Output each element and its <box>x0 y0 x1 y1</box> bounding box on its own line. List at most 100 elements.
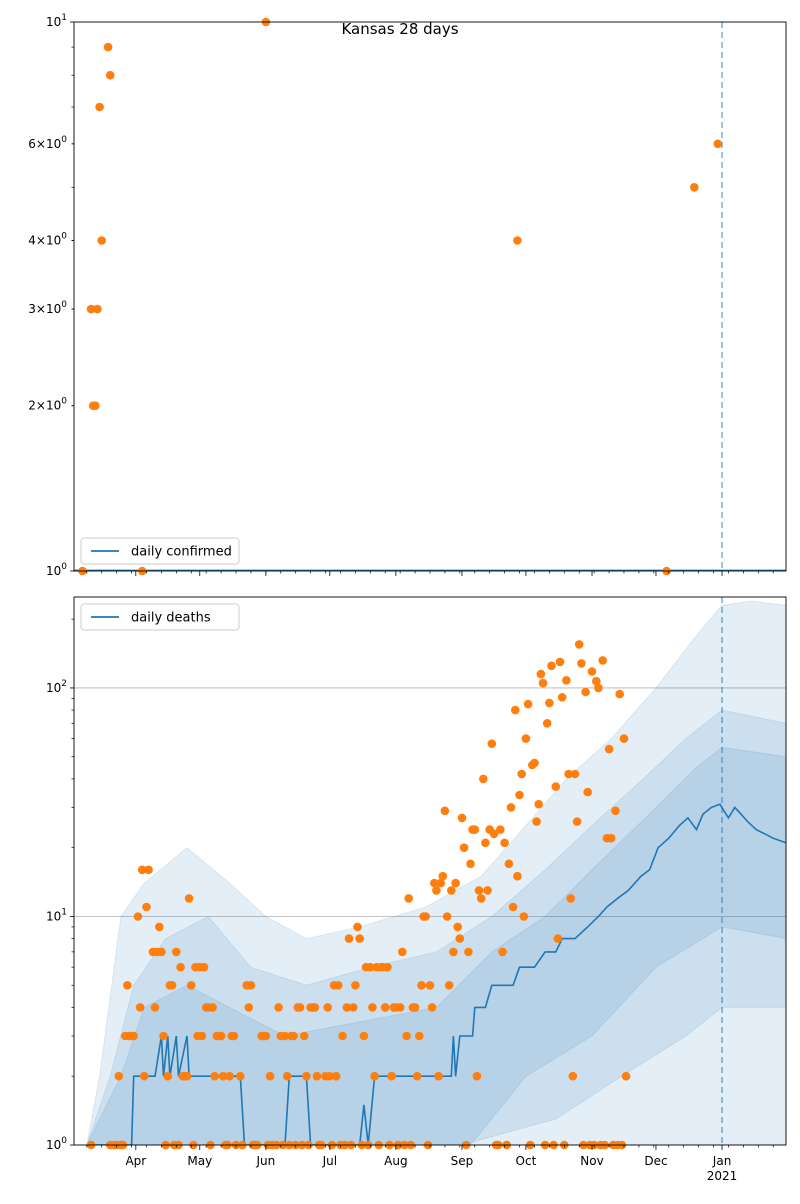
y-tick-label-1-4: 6×100 <box>28 135 67 151</box>
observed-point-2-145 <box>430 878 439 888</box>
observed-point-2-178 <box>500 838 509 848</box>
observed-point-2-129 <box>395 1003 405 1012</box>
legend-label-2: daily deaths <box>131 611 211 626</box>
series-line-daily-deaths <box>86 803 786 1145</box>
observed-point-2-102 <box>338 1031 347 1041</box>
observed-point-2-184 <box>513 871 522 881</box>
x-tick-sublabel-9: 2021 <box>707 1169 738 1183</box>
observed-point-2-176 <box>496 825 505 834</box>
observed-point-2-207 <box>562 676 571 685</box>
observed-point-2-169 <box>481 838 490 848</box>
observed-point-2-167 <box>476 894 486 903</box>
observed-point-2-193 <box>532 817 541 826</box>
observed-point-2-46 <box>208 1003 217 1012</box>
observed-point-2-185 <box>515 790 524 800</box>
observed-point-2-90 <box>310 1003 320 1012</box>
observed-point-2-17 <box>144 865 153 875</box>
observed-point-2-151 <box>442 912 452 921</box>
observed-point-2-19 <box>150 1003 160 1012</box>
observed-point-2-14 <box>137 865 147 875</box>
observed-point-2-148 <box>436 878 446 888</box>
observed-point-2-146 <box>432 886 441 895</box>
observed-point-2-139 <box>417 981 426 990</box>
observed-point-2-194 <box>534 799 543 809</box>
y-tick-label-1-3: 4×100 <box>28 231 67 247</box>
observed-point-2-159 <box>459 843 469 852</box>
x-tick-label-5: Sep <box>451 1154 474 1168</box>
y-tick-label-1-0: 100 <box>46 562 67 578</box>
observed-point-2-155 <box>451 878 460 888</box>
observed-point-1-7 <box>103 42 113 52</box>
observed-point-2-189 <box>523 699 533 709</box>
observed-point-2-73 <box>274 1003 283 1012</box>
legend-box-1 <box>80 537 240 565</box>
observed-point-2-70 <box>265 1071 275 1081</box>
observed-point-2-222 <box>594 683 603 693</box>
observed-point-2-212 <box>572 817 582 826</box>
observed-point-2-192 <box>530 758 539 768</box>
observed-point-2-183 <box>511 705 520 715</box>
observed-point-2-108 <box>351 981 360 990</box>
observed-point-2-165 <box>472 1071 482 1081</box>
observed-point-2-4 <box>114 1071 124 1081</box>
observed-point-2-50 <box>216 1031 226 1041</box>
observed-point-2-138 <box>415 1031 424 1041</box>
observed-point-2-41 <box>197 1031 207 1041</box>
observed-point-1-4 <box>93 304 102 314</box>
observed-point-2-36 <box>186 981 196 990</box>
observed-point-2-157 <box>455 934 465 943</box>
observed-point-2-214 <box>577 659 586 668</box>
observed-point-2-168 <box>479 774 488 784</box>
observed-point-2-54 <box>225 1071 234 1081</box>
observed-point-2-216 <box>581 687 590 697</box>
observed-point-2-130 <box>398 947 407 957</box>
x-tick-label-1: May <box>187 1154 212 1168</box>
observed-point-2-141 <box>421 912 431 921</box>
observed-point-2-166 <box>474 886 484 895</box>
observed-point-2-232 <box>615 689 624 699</box>
chart-panel-1: 100 2×100 3×100 4×100 6×100 101 daily confirme… <box>28 13 787 578</box>
x-tick-label-2: Jun <box>255 1154 275 1168</box>
observed-point-2-156 <box>453 922 463 932</box>
observed-point-2-153 <box>447 886 456 895</box>
observed-point-2-80 <box>289 1031 298 1041</box>
observed-point-2-161 <box>464 947 473 957</box>
observed-point-1-14 <box>713 139 723 149</box>
observed-point-2-173 <box>489 829 499 839</box>
observed-point-2-76 <box>280 1031 290 1041</box>
legend-1: daily confirmed <box>80 537 240 565</box>
observed-point-2-154 <box>449 947 458 957</box>
observed-point-2-15 <box>140 1071 149 1081</box>
observed-point-2-143 <box>425 981 435 990</box>
observed-point-2-12 <box>133 912 143 921</box>
observed-point-2-27 <box>167 981 177 990</box>
observed-point-2-115 <box>366 962 375 972</box>
observed-point-2-107 <box>349 1003 358 1012</box>
observed-point-2-162 <box>466 859 475 869</box>
observed-point-2-180 <box>504 859 514 869</box>
observed-point-2-172 <box>487 739 497 748</box>
axes-frame-1 <box>73 21 787 572</box>
uncertainty-band-3 <box>86 746 786 1145</box>
observed-point-2-195 <box>536 669 546 679</box>
observed-point-2-204 <box>555 657 565 667</box>
observed-point-2-96 <box>325 1071 335 1081</box>
observed-point-2-144 <box>427 1003 437 1012</box>
observed-point-2-234 <box>619 734 629 743</box>
observed-point-2-35 <box>184 894 194 903</box>
observed-point-2-188 <box>521 734 531 743</box>
observed-point-2-77 <box>282 1071 292 1081</box>
observed-point-2-34 <box>182 1071 192 1081</box>
legend-box-2 <box>80 603 240 631</box>
y-tick-label-1-5: 101 <box>46 13 67 29</box>
plot-area-2 <box>74 600 786 1145</box>
observed-point-2-230 <box>611 806 620 816</box>
observed-point-2-104 <box>342 1003 352 1012</box>
x-tick-label-6: Oct <box>516 1154 537 1168</box>
observed-point-2-186 <box>517 769 526 779</box>
observed-point-2-199 <box>545 698 554 708</box>
observed-point-2-95 <box>323 1003 333 1012</box>
observed-point-2-224 <box>598 656 607 665</box>
